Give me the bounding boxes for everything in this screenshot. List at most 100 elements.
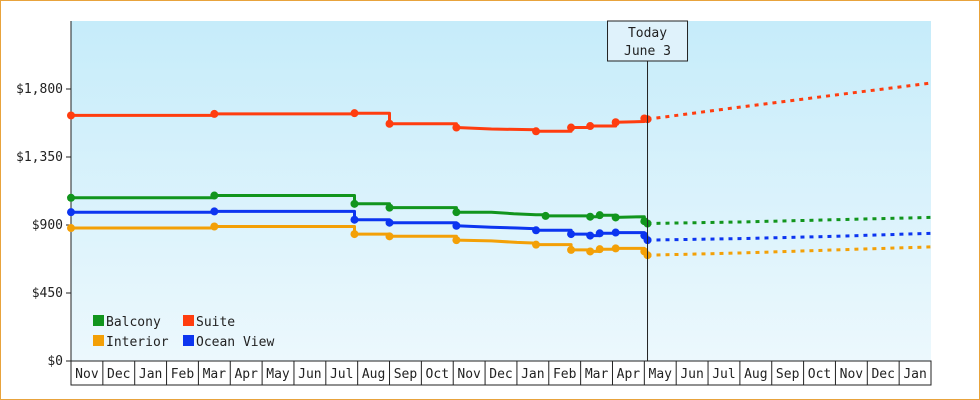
price-change-point: [532, 127, 541, 136]
month-label: Aug: [744, 367, 767, 382]
price-change-point: [611, 228, 620, 237]
price-change-point: [385, 218, 394, 227]
month-label: Oct: [808, 367, 831, 382]
month-label: Feb: [171, 367, 195, 382]
month-label: Apr: [234, 367, 258, 382]
price-change-point: [595, 229, 604, 238]
price-change-point: [452, 236, 461, 245]
price-change-point: [350, 230, 359, 239]
price-change-point: [532, 226, 541, 235]
price-change-point: [586, 247, 595, 256]
price-change-point: [210, 207, 219, 216]
price-change-point: [611, 118, 620, 127]
month-strip: [70, 360, 932, 386]
legend-label: Suite: [196, 315, 235, 330]
month-label: Mar: [585, 367, 609, 382]
month-label: Sep: [394, 367, 418, 382]
price-change-point: [595, 211, 604, 220]
price-change-point: [586, 231, 595, 240]
price-change-point: [567, 123, 576, 132]
legend-item: Suite: [183, 315, 235, 330]
price-change-point: [452, 208, 461, 217]
month-label: Oct: [426, 367, 449, 382]
month-label: Jan: [139, 367, 162, 382]
month-label: May: [649, 367, 673, 382]
month-label: Dec: [871, 367, 894, 382]
legend-label: Balcony: [106, 315, 161, 330]
y-tick-label: $1,350: [16, 150, 63, 165]
month-label: Aug: [362, 367, 385, 382]
y-tick-label: $1,800: [16, 82, 63, 97]
price-change-point: [210, 191, 219, 200]
month-label: Dec: [107, 367, 130, 382]
month-label: Jul: [330, 367, 353, 382]
price-change-point: [611, 213, 620, 222]
forecast-line: [647, 245, 932, 257]
price-change-point: [210, 109, 219, 118]
month-label: Jan: [903, 367, 926, 382]
price-change-point: [611, 244, 620, 253]
month-label: Dec: [489, 367, 512, 382]
series-ocean-view: [67, 207, 932, 245]
series-balcony: [67, 191, 932, 228]
plot-background: [71, 21, 931, 361]
legend-item: Interior: [93, 335, 169, 350]
price-change-point: [385, 203, 394, 212]
series-suite: [67, 81, 932, 136]
price-change-point: [567, 245, 576, 254]
forecast-line: [647, 231, 932, 242]
forecast-line: [647, 81, 932, 121]
price-change-point: [595, 245, 604, 254]
legend-item: Ocean View: [183, 335, 274, 350]
price-change-point: [586, 212, 595, 221]
month-label: Sep: [776, 367, 800, 382]
today-label: Today: [628, 26, 667, 41]
price-change-point: [67, 193, 75, 202]
month-label: Nov: [75, 367, 99, 382]
month-label: May: [266, 367, 290, 382]
price-change-point: [67, 111, 75, 120]
legend-item: Balcony: [93, 315, 161, 330]
price-change-point: [586, 122, 595, 131]
month-label: Jul: [712, 367, 735, 382]
legend-swatch: [93, 335, 104, 346]
legend: Balcony Suite Interior Ocean View: [93, 315, 274, 350]
price-change-point: [385, 232, 394, 241]
month-label: Jun: [680, 367, 703, 382]
forecast-line: [647, 215, 932, 225]
legend-label: Ocean View: [196, 335, 274, 350]
legend-swatch: [183, 315, 194, 326]
y-tick-label: $900: [32, 218, 63, 233]
month-label: Nov: [457, 367, 481, 382]
price-change-point: [385, 119, 394, 128]
month-label: Jan: [521, 367, 544, 382]
today-marker: Today June 3: [607, 20, 689, 361]
price-change-point: [532, 240, 541, 249]
legend-swatch: [183, 335, 194, 346]
month-label: Mar: [203, 367, 227, 382]
month-label: Apr: [617, 367, 641, 382]
x-axis: Nov Dec Jan Feb Mar Apr May Jun Jul Aug Sep Oct Nov D…: [70, 360, 932, 386]
y-tick-label: $0: [47, 354, 63, 369]
price-change-point: [452, 221, 461, 230]
month-label: Feb: [553, 367, 577, 382]
legend-label: Interior: [106, 335, 169, 350]
price-change-point: [210, 222, 219, 231]
price-change-point: [350, 215, 359, 224]
legend-swatch: [93, 315, 104, 326]
month-label: Nov: [840, 367, 864, 382]
series-layer: [67, 81, 932, 260]
price-change-point: [350, 109, 359, 118]
month-label: Jun: [298, 367, 321, 382]
today-box: [607, 20, 689, 62]
series-interior: [67, 222, 932, 260]
price-change-point: [67, 224, 75, 233]
price-change-point: [541, 211, 550, 220]
price-change-point: [67, 208, 75, 217]
y-tick-label: $450: [32, 286, 63, 301]
price-change-point: [567, 230, 576, 239]
price-change-point: [452, 123, 461, 132]
price-change-point: [350, 199, 359, 208]
